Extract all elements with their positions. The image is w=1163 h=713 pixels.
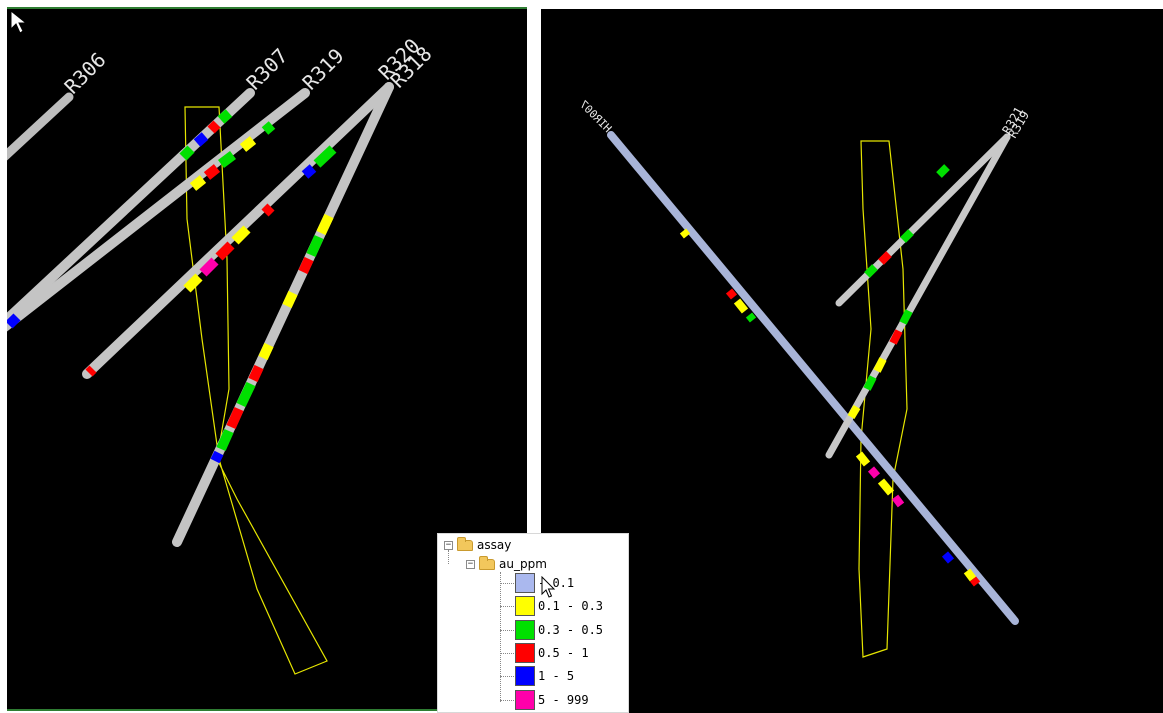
assay-interval (231, 225, 251, 245)
assay-interval (261, 121, 276, 135)
assay-interval (847, 404, 861, 420)
tree-node-assay[interactable]: − assay (444, 536, 512, 553)
assay-interval (899, 309, 913, 325)
assay-interval (969, 576, 981, 587)
drillhole-scene-right: HIR007 R321 R319 (577, 98, 1032, 658)
assay-interval (936, 164, 950, 178)
assay-interval (203, 164, 221, 180)
hole-trace-R320[interactable] (82, 82, 394, 379)
legend-swatch (515, 643, 535, 663)
legend-swatch (515, 666, 535, 686)
assay-interval (878, 251, 892, 265)
collapse-icon[interactable]: − (466, 558, 475, 569)
hole-trace-R318[interactable] (172, 82, 394, 547)
assay-interval (889, 329, 903, 345)
tree-label-au-ppm: au_ppm (499, 557, 547, 571)
legend-swatch (515, 690, 535, 710)
legend-item[interactable]: - 0.1 (515, 573, 574, 593)
assay-interval (236, 381, 256, 408)
hole-trace-R319[interactable] (825, 133, 1011, 459)
cursor-arrow-icon (541, 576, 556, 598)
hole-trace-HIR007[interactable] (607, 131, 1019, 625)
assay-interval (941, 551, 955, 564)
assay-interval (900, 229, 914, 243)
assay-interval (855, 451, 871, 467)
assay-interval (218, 151, 236, 168)
assay-interval (313, 145, 337, 168)
legend-item[interactable]: 5 - 999 (515, 690, 589, 710)
folder-icon (457, 536, 473, 551)
assay-interval (239, 136, 257, 152)
hole-trace-R319[interactable] (7, 88, 310, 332)
legend-item[interactable]: 1 - 5 (515, 666, 574, 686)
legend-swatch (515, 573, 535, 593)
assay-interval (179, 145, 195, 161)
legend-range: 0.5 - 1 (538, 646, 589, 660)
assay-interval (725, 288, 738, 300)
assay-interval (301, 164, 317, 179)
assay-interval (210, 450, 224, 464)
tree-node-au-ppm[interactable]: − au_ppm (466, 555, 547, 572)
assay-interval (7, 313, 21, 329)
legend-range: 1 - 5 (538, 669, 575, 683)
legend-swatch (515, 596, 535, 616)
ore-body-outline (858, 140, 908, 658)
assay-interval (193, 132, 209, 147)
assay-interval (863, 375, 877, 391)
assay-interval (189, 175, 207, 191)
legend-item[interactable]: 0.3 - 0.5 (515, 620, 603, 640)
hole-trace-R307[interactable] (7, 88, 255, 327)
legend-item[interactable]: 0.5 - 1 (515, 643, 589, 663)
assay-interval (679, 228, 691, 239)
viewport-right[interactable]: HIR007 R321 R319 (541, 9, 1163, 713)
assay-interval (864, 264, 878, 278)
legend-swatch (515, 620, 535, 640)
assay-interval (298, 256, 314, 275)
assay-interval (873, 357, 887, 373)
hole-label-R306: R306 (60, 48, 111, 99)
assay-interval (217, 109, 233, 124)
assay-interval (316, 213, 334, 236)
collapse-icon[interactable]: − (444, 539, 453, 550)
viewport-left[interactable]: R306 R307 R319 R320 R318 (7, 7, 527, 711)
hole-label-R319: R319 (298, 44, 349, 95)
assay-interval (891, 494, 905, 508)
folder-icon (479, 555, 495, 570)
assay-interval (877, 478, 895, 496)
legend-range: 0.3 - 0.5 (538, 623, 604, 637)
assay-interval (216, 428, 234, 452)
assay-interval (261, 203, 275, 217)
ore-body-outline (184, 106, 328, 675)
legend-range: 5 - 999 (538, 693, 589, 707)
assay-interval (282, 290, 298, 309)
assay-interval (226, 406, 244, 430)
hole-label-HIR007: HIR007 (577, 98, 614, 135)
legend-item[interactable]: 0.1 - 0.3 (515, 596, 603, 616)
drillhole-scene-left: R306 R307 R319 R320 R318 (7, 34, 437, 675)
assay-interval (215, 241, 235, 261)
tree-label-assay: assay (477, 538, 512, 552)
hole-label-R307: R307 (242, 44, 293, 95)
legend-range: 0.1 - 0.3 (538, 599, 604, 613)
assay-interval (183, 273, 203, 293)
hole-trace-R321[interactable] (835, 133, 1011, 307)
assay-interval (306, 234, 324, 258)
assay-interval (207, 120, 221, 134)
assay-interval (85, 365, 97, 377)
assay-interval (745, 312, 757, 323)
assay-interval (248, 364, 264, 383)
cursor-arrow-icon (10, 9, 28, 34)
hole-trace-R306[interactable] (7, 92, 74, 161)
assay-interval (199, 257, 219, 277)
assay-interval (963, 568, 977, 582)
assay-interval (258, 342, 274, 361)
assay-interval (733, 298, 749, 314)
legend-tree-panel: − assay − au_ppm - 0.1 0.1 - 0.3 0.3 - 0… (437, 533, 629, 713)
assay-interval (867, 466, 881, 479)
